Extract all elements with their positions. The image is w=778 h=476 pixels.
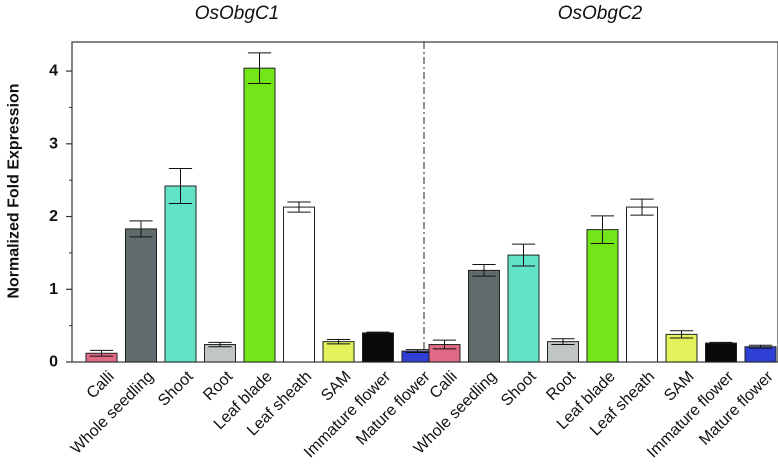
- bar: [243, 67, 276, 363]
- x-tick-label: Root: [200, 368, 236, 404]
- bar: [362, 332, 394, 363]
- x-tick-label: Shoot: [498, 368, 540, 410]
- bar: [507, 254, 540, 363]
- x-tick-label: Calli: [427, 368, 461, 402]
- bar: [626, 206, 658, 363]
- bar: [665, 333, 698, 363]
- panel-title-osobgc2: OsObgC2: [558, 3, 643, 24]
- x-tick-label: SAM: [661, 368, 698, 405]
- x-tick-label: Root: [543, 368, 579, 404]
- bar: [283, 206, 315, 363]
- bar: [586, 229, 619, 363]
- x-tick-label: Shoot: [155, 368, 197, 410]
- bar: [705, 342, 737, 363]
- panel-title-osobgc1: OsObgC1: [195, 3, 279, 24]
- y-axis-label: Normalized Fold Expression: [6, 83, 23, 298]
- bar: [468, 269, 500, 363]
- bar: [125, 228, 157, 363]
- y-tick-label: 0: [49, 354, 58, 371]
- bar: [164, 185, 197, 363]
- y-tick-label: 3: [49, 135, 58, 152]
- y-tick-label: 1: [49, 281, 58, 298]
- x-tick-label: Calli: [84, 368, 118, 402]
- y-tick-label: 2: [49, 208, 58, 225]
- bar: [322, 341, 355, 363]
- bar: [744, 346, 777, 363]
- x-tick-label: SAM: [318, 368, 355, 405]
- y-tick-label: 4: [49, 63, 58, 80]
